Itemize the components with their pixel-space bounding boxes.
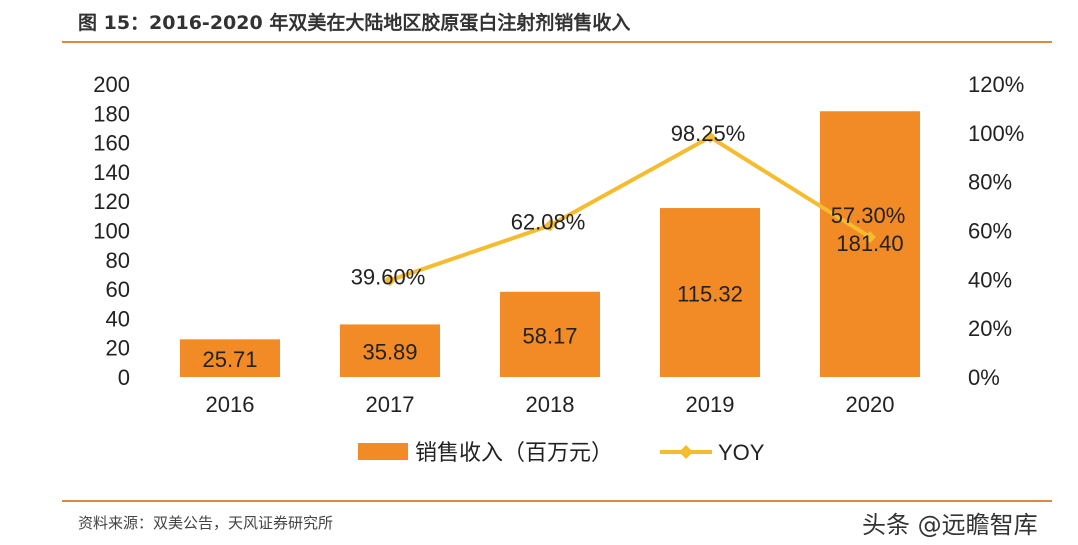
legend-bar-swatch: [358, 443, 408, 460]
y-left-tick-label: 180: [93, 101, 130, 126]
y-right-tick-label: 120%: [968, 72, 1024, 97]
title-divider: [62, 41, 1052, 43]
bar-value-label: 58.17: [522, 323, 577, 348]
y-left-tick-label: 40: [106, 306, 130, 331]
yoy-value-label: 57.30%: [831, 203, 906, 228]
bar-value-label: 35.89: [362, 340, 417, 365]
yoy-value-label: 39.60%: [351, 264, 426, 289]
y-right-tick-label: 100%: [968, 121, 1024, 146]
bar: [820, 111, 920, 378]
y-right-tick-label: 60%: [968, 219, 1012, 244]
y-left-tick-label: 0: [118, 365, 130, 390]
figure-title: 图 15：2016-2020 年双美在大陆地区胶原蛋白注射剂销售收入: [78, 12, 631, 34]
x-tick-label: 2017: [366, 392, 415, 417]
y-left-tick-label: 200: [93, 72, 130, 97]
yoy-marker: [544, 219, 556, 232]
y-right-tick-label: 20%: [968, 316, 1012, 341]
yoy-marker: [704, 131, 716, 144]
y-left-tick-label: 140: [93, 160, 130, 185]
y-left-tick-label: 20: [106, 336, 130, 361]
yoy-marker: [864, 231, 876, 244]
x-tick-label: 2018: [526, 392, 575, 417]
y-right-tick-label: 0%: [968, 365, 1000, 390]
y-left-tick-label: 60: [106, 277, 130, 302]
bar-value-label: 25.71: [202, 347, 257, 372]
y-right-tick-label: 40%: [968, 267, 1012, 292]
bar: [660, 208, 760, 377]
legend-bar-label: 销售收入（百万元）: [415, 440, 613, 465]
yoy-line: [389, 134, 872, 283]
bar: [340, 324, 440, 377]
bar: [500, 291, 600, 377]
x-tick-label: 2016: [206, 392, 255, 417]
bar: [180, 339, 280, 377]
source-divider: [62, 500, 1052, 502]
x-tick-label: 2019: [686, 392, 735, 417]
yoy-marker: [384, 274, 396, 287]
y-left-tick-label: 120: [93, 189, 130, 214]
source-note: 资料来源：双美公告，天风证券研究所: [78, 514, 334, 532]
bar-value-label: 181.40: [836, 231, 903, 256]
yoy-value-label: 62.08%: [511, 209, 586, 234]
bar-value-label: 115.32: [677, 282, 743, 307]
y-left-tick-label: 80: [106, 248, 130, 273]
y-left-tick-label: 100: [93, 219, 130, 244]
y-right-tick-label: 80%: [968, 170, 1012, 195]
x-tick-label: 2020: [846, 392, 895, 417]
y-left-tick-label: 160: [93, 131, 130, 156]
yoy-value-label: 98.25%: [671, 121, 746, 146]
watermark: 头条 @远瞻智库: [862, 511, 1038, 539]
legend-line-marker: [679, 445, 693, 459]
legend-line-label: YOY: [718, 440, 765, 465]
